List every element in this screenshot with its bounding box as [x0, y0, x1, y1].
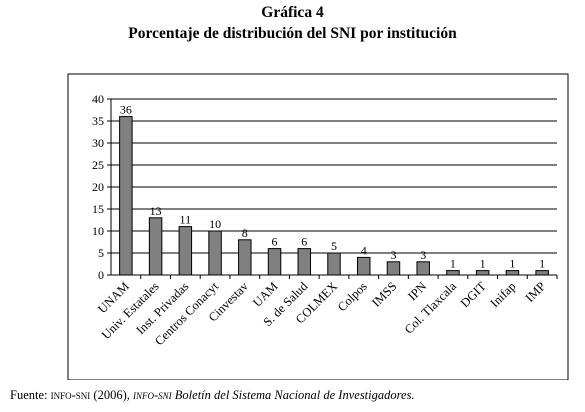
data-label: 5 — [331, 239, 337, 253]
y-tick-label: 35 — [92, 114, 104, 128]
source-publication: Boletín del Sistema Nacional de Investig… — [171, 388, 415, 402]
data-label: 8 — [242, 226, 248, 240]
bar — [535, 270, 549, 276]
bar — [327, 252, 341, 276]
data-label: 6 — [301, 235, 307, 249]
y-tick-label: 10 — [92, 224, 104, 238]
bar — [148, 217, 163, 276]
bar — [475, 270, 490, 276]
data-label: 6 — [272, 235, 278, 249]
data-label: 1 — [480, 257, 486, 271]
y-tick-label: 25 — [92, 158, 104, 172]
source-year: (2006), — [90, 388, 133, 402]
bar — [297, 248, 312, 276]
bar — [356, 256, 371, 276]
data-label: 1 — [539, 257, 545, 271]
data-label: 1 — [509, 257, 515, 271]
data-label: 11 — [180, 213, 192, 227]
y-tick-label: 0 — [98, 268, 104, 282]
data-label: 4 — [361, 243, 367, 257]
bar — [178, 226, 193, 276]
data-label: 10 — [209, 217, 221, 231]
y-tick-label: 30 — [92, 136, 104, 150]
figure-number: Gráfica 4 — [261, 4, 324, 21]
bar — [505, 270, 520, 276]
bar — [238, 239, 252, 276]
data-label: 13 — [150, 204, 162, 218]
data-label: 1 — [450, 257, 456, 271]
bar — [446, 270, 460, 276]
bar — [416, 261, 430, 276]
source-prefix: Fuente: — [10, 388, 51, 402]
y-tick-label: 5 — [98, 246, 104, 260]
bar — [119, 116, 133, 276]
bar — [386, 261, 401, 276]
source-note: Fuente: info-sni (2006), info-sni Boletí… — [10, 388, 415, 403]
data-label: 3 — [390, 248, 396, 262]
bar — [208, 230, 222, 276]
source-info-sni: info-sni — [50, 388, 91, 402]
figure-caption: Porcentaje de distribución del SNI por i… — [128, 25, 457, 42]
figure-title: Gráfica 4 Porcentaje de distribución del… — [0, 2, 585, 44]
y-tick-label: 15 — [92, 202, 104, 216]
data-label: 3 — [420, 248, 426, 262]
y-tick-label: 40 — [92, 92, 104, 106]
data-label: 36 — [120, 103, 132, 117]
bar — [267, 248, 282, 276]
source-info-sni-2: info-sni — [133, 388, 172, 402]
y-tick-label: 20 — [92, 180, 104, 194]
